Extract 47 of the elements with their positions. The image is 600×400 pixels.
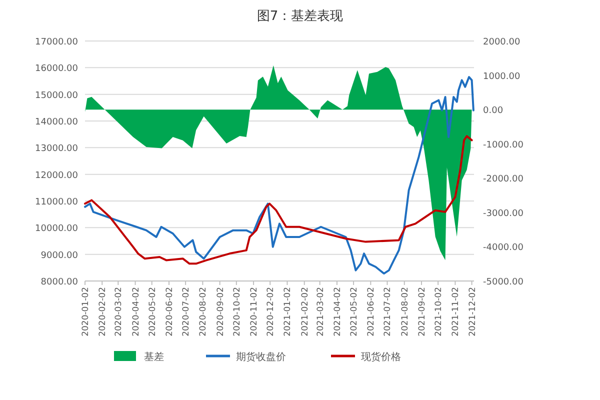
x-tick-label: 2021-06-02 [366, 287, 377, 336]
y2-tick-label: -3000.00 [483, 208, 524, 219]
x-tick-label: 2021-02-02 [300, 287, 310, 336]
y2-tick-label: -4000.00 [483, 243, 524, 254]
y-tick-label: 12000.00 [35, 170, 78, 181]
y2-tick-label: -5000.00 [483, 278, 524, 288]
x-tick-label: 2021-03-02 [316, 287, 326, 336]
y-tick-label: 14000.00 [35, 118, 78, 128]
y-tick-label: 13000.00 [35, 144, 78, 154]
legend-label: 现货价格 [361, 351, 401, 363]
chart-title: 图7：基差表现 [256, 9, 344, 24]
x-tick-label: 2021-11-02 [451, 287, 462, 336]
line-series [84, 135, 473, 265]
x-tick-label: 2021-04-02 [332, 287, 343, 336]
y2-tick-label: -2000.00 [483, 174, 524, 185]
y-tick-label: 15000.00 [35, 90, 78, 101]
x-tick-label: 2020-01-02 [81, 287, 91, 336]
x-tick-label: 2020-12-02 [266, 287, 276, 336]
y-tick-label: 17000.00 [35, 38, 78, 48]
x-tick-label: 2021-01-02 [283, 287, 294, 336]
y-tick-label: 8000.00 [40, 278, 78, 288]
y-tick-label: 9000.00 [40, 250, 78, 261]
x-tick-label: 2020-11-02 [250, 287, 260, 336]
x-tick-label: 2021-12-02 [468, 287, 478, 336]
x-tick-label: 2020-03-02 [114, 287, 124, 336]
y2-tick-label: 1000.00 [483, 72, 520, 82]
x-tick-label: 2020-05-02 [148, 287, 158, 336]
x-tick-label: 2021-10-02 [434, 287, 444, 336]
x-tick-label: 2021-08-02 [400, 287, 410, 336]
x-tick-label: 2021-05-02 [350, 287, 360, 336]
x-tick-label: 2020-07-02 [182, 287, 192, 336]
x-tick-label: 2020-02-02 [98, 287, 108, 336]
y2-tick-label: 0.00 [483, 106, 504, 116]
x-tick-label: 2020-09-02 [216, 287, 226, 336]
y2-tick-label: 2000.00 [483, 38, 520, 48]
y2-tick-label: -1000.00 [483, 140, 524, 150]
x-tick-label: 2020-10-02 [232, 287, 242, 336]
legend-label: 基差 [144, 351, 164, 363]
x-tick-label: 2021-09-02 [418, 287, 428, 336]
legend-label: 期货收盘价 [236, 351, 286, 363]
x-tick-label: 2020-08-02 [198, 287, 209, 336]
y-tick-label: 16000.00 [35, 64, 78, 74]
x-tick-label: 2021-07-02 [383, 287, 394, 336]
x-tick-label: 2020-04-02 [131, 287, 142, 336]
y-tick-label: 11000.00 [35, 198, 78, 208]
x-tick-label: 2020-06-02 [164, 287, 175, 336]
y-tick-label: 10000.00 [35, 224, 78, 234]
